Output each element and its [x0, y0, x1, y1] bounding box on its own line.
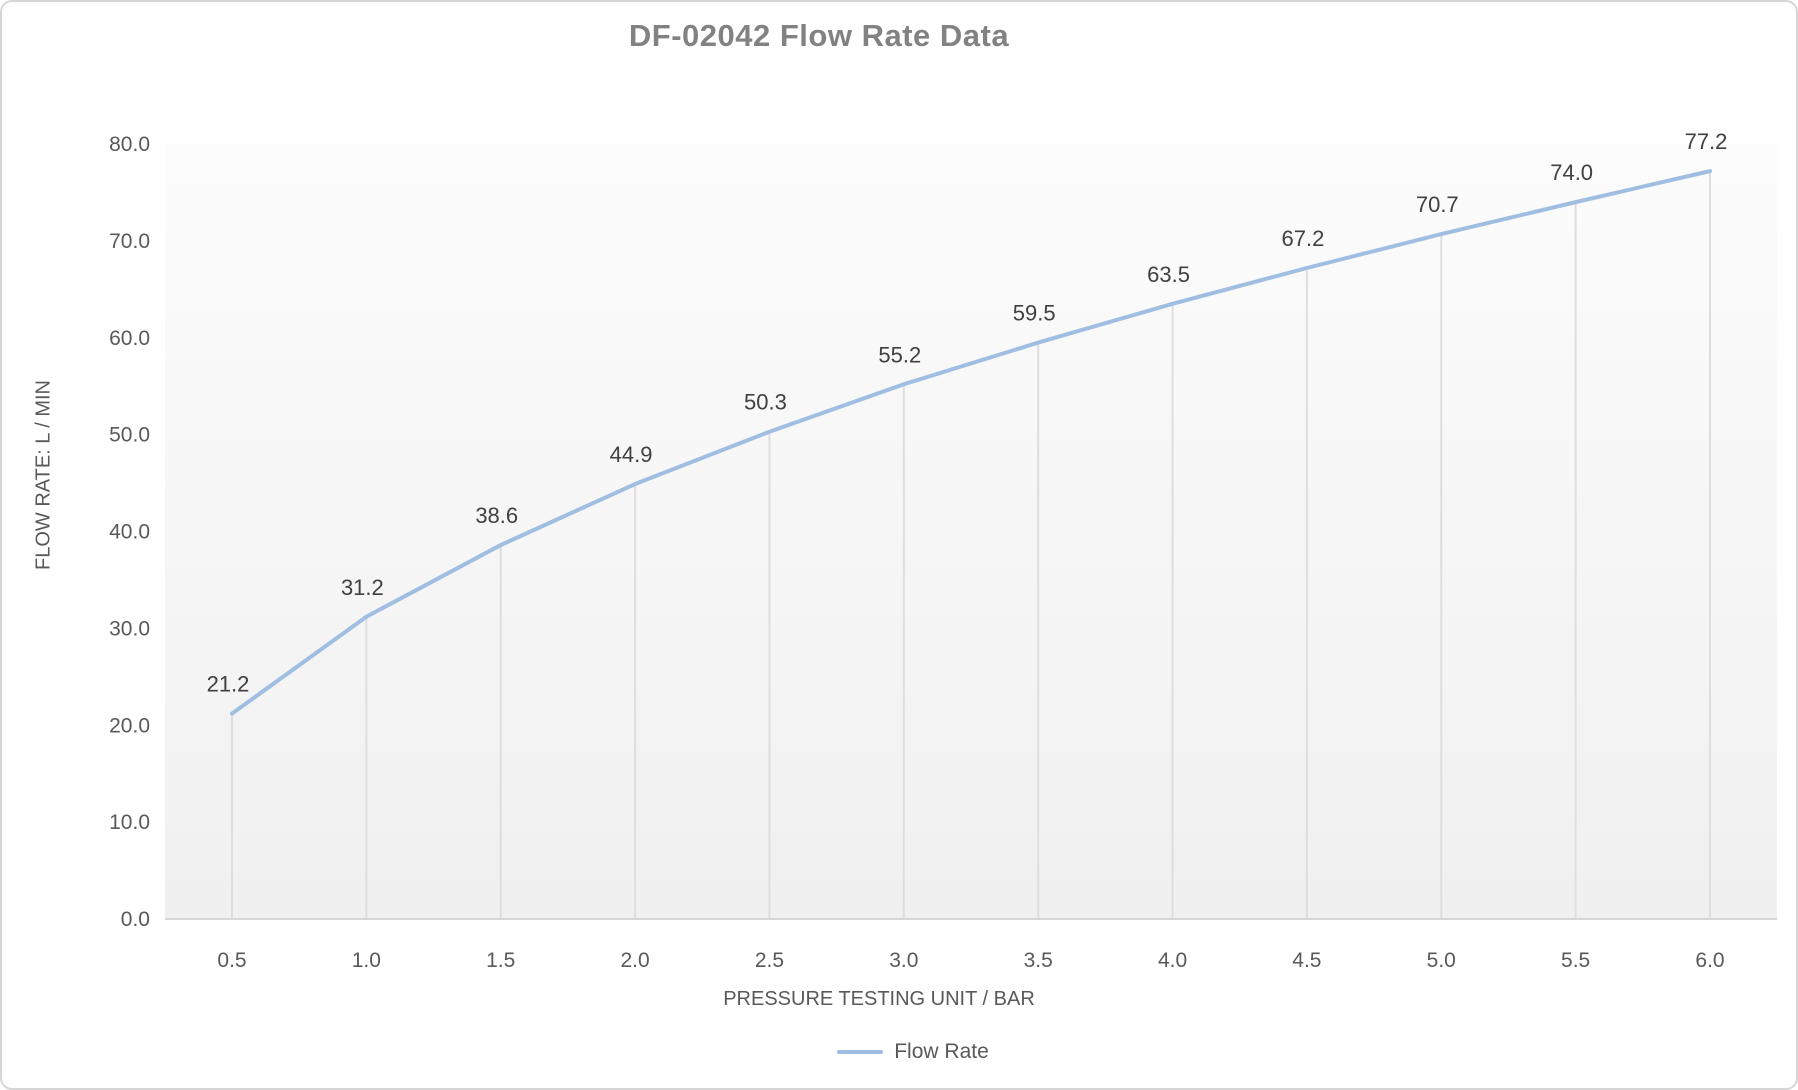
data-label: 67.2 [1281, 226, 1324, 251]
y-tick-label: 60.0 [109, 327, 150, 350]
x-tick-label: 4.0 [1158, 949, 1187, 972]
data-label: 77.2 [1685, 129, 1728, 154]
x-tick-label: 3.0 [889, 949, 918, 972]
x-tick-label: 5.0 [1427, 949, 1456, 972]
y-tick-label: 20.0 [109, 714, 150, 737]
data-label: 55.2 [878, 342, 921, 367]
y-tick-label: 40.0 [109, 521, 150, 544]
chart-title: DF-02042 Flow Rate Data [628, 18, 1010, 53]
x-tick-label: 3.5 [1024, 949, 1053, 972]
legend-label: Flow Rate [894, 1040, 989, 1063]
plot-background [165, 144, 1777, 919]
data-label: 74.0 [1550, 160, 1593, 185]
data-label: 50.3 [744, 390, 787, 415]
x-tick-label: 2.0 [620, 949, 649, 972]
data-label: 31.2 [341, 575, 384, 600]
y-tick-label: 10.0 [109, 811, 150, 834]
x-tick-label: 1.0 [352, 949, 381, 972]
x-tick-label: 2.5 [755, 949, 784, 972]
flow-rate-line [230, 169, 1712, 716]
data-label: 70.7 [1416, 192, 1459, 217]
legend: Flow Rate [16, 1040, 1796, 1064]
data-label: 63.5 [1147, 262, 1190, 287]
y-tick-label: 70.0 [109, 230, 150, 253]
data-label: 38.6 [475, 503, 518, 528]
y-tick-label: 30.0 [109, 617, 150, 640]
x-tick-label: 6.0 [1695, 949, 1724, 972]
data-label: 21.2 [207, 672, 250, 697]
y-tick-label: 50.0 [109, 424, 150, 447]
x-tick-label: 5.5 [1561, 949, 1590, 972]
x-tick-label: 4.5 [1292, 949, 1321, 972]
y-tick-label: 80.0 [109, 133, 150, 156]
x-tick-label: 0.5 [217, 949, 246, 972]
legend-line-swatch [837, 1050, 884, 1054]
x-axis-title: PRESSURE TESTING UNIT / BAR [723, 988, 1035, 1010]
data-label: 59.5 [1013, 301, 1056, 326]
data-label: 44.9 [610, 442, 653, 467]
x-tick-label: 1.5 [486, 949, 515, 972]
y-tick-label: 0.0 [121, 908, 150, 931]
